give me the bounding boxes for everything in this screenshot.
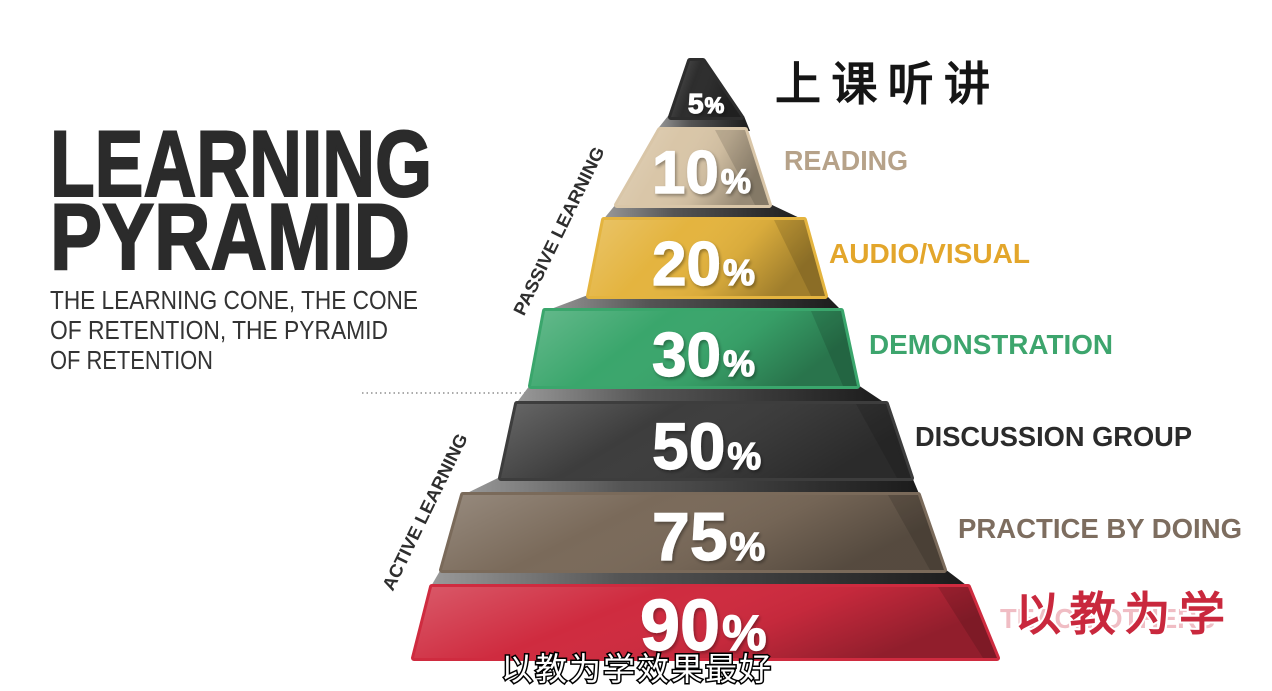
percentage-unit: % bbox=[723, 343, 755, 384]
underside-band bbox=[515, 385, 888, 405]
layer-shading bbox=[414, 61, 997, 658]
percentage-value: 10 bbox=[652, 139, 719, 206]
layer-percentage: 30% bbox=[652, 321, 755, 390]
layer-label-demonstration: DEMONSTRATION bbox=[869, 329, 1113, 360]
layer-fold bbox=[774, 220, 825, 296]
underside-band bbox=[543, 295, 843, 312]
layer-shade bbox=[531, 311, 857, 386]
percentage-unit: % bbox=[721, 163, 751, 201]
layer-label-discussion-group: DISCUSSION GROUP bbox=[915, 421, 1192, 452]
layer-label-teach-others: TEACH OTHERS bbox=[1000, 603, 1215, 634]
video-subtitle: 以教为学效果最好 bbox=[501, 650, 771, 688]
layer-percentage: 5% bbox=[688, 88, 724, 119]
title-line-1: LEARNING bbox=[50, 111, 432, 216]
percentage-value: 50 bbox=[652, 409, 725, 483]
percentage-value: 20 bbox=[652, 230, 721, 299]
layer-right-folds bbox=[715, 130, 997, 658]
underside-band bbox=[461, 477, 920, 496]
subtitle-line-1: THE LEARNING CONE, THE CONE bbox=[50, 285, 418, 315]
layer-shade bbox=[671, 61, 741, 117]
layer-shade bbox=[442, 495, 944, 570]
underside-band bbox=[430, 569, 970, 588]
percentage-unit: % bbox=[727, 436, 761, 478]
layer-percentage: 10% bbox=[652, 139, 751, 206]
layer-label-reading: READING bbox=[784, 145, 908, 176]
layer-label-audio-visual: AUDIO/VISUAL bbox=[829, 238, 1030, 269]
subtitle-line-2: OF RETENTION, THE PYRAMID bbox=[50, 315, 388, 345]
layer-percentage: 75% bbox=[652, 499, 765, 575]
percentage-unit: % bbox=[730, 525, 766, 569]
layer-shade bbox=[414, 587, 997, 658]
underside-band bbox=[602, 204, 806, 221]
percentage-value: 5 bbox=[688, 88, 704, 119]
percentage-unit: % bbox=[723, 252, 755, 293]
layer-shade bbox=[617, 130, 769, 205]
layer-fold bbox=[856, 404, 911, 478]
title-line-2: PYRAMID bbox=[50, 184, 410, 289]
subtitle-line-3: OF RETENTION bbox=[50, 345, 213, 375]
layer-shade bbox=[501, 404, 911, 478]
layer-fold bbox=[811, 311, 857, 386]
layer-label-practice-by-doing: PRACTICE BY DOING bbox=[958, 513, 1242, 544]
layer-percentage: 90% bbox=[640, 586, 767, 666]
percentage-value: 75 bbox=[652, 499, 728, 575]
percentage-unit: % bbox=[705, 93, 725, 118]
layer-fold bbox=[888, 495, 944, 570]
layer-underside-bands bbox=[430, 116, 970, 588]
percentage-value: 90 bbox=[640, 586, 720, 666]
layer-percentage: 20% bbox=[652, 230, 755, 299]
percentage-value: 30 bbox=[652, 321, 721, 390]
layer-shade bbox=[589, 220, 825, 296]
layer-fold bbox=[938, 587, 997, 658]
layer-percentage: 50% bbox=[652, 409, 761, 483]
layer-percentages: 5% 10% 20% 30% 50% 75% 90% bbox=[639, 87, 767, 666]
layer-fold bbox=[715, 130, 769, 205]
percentage-unit: % bbox=[722, 605, 766, 661]
